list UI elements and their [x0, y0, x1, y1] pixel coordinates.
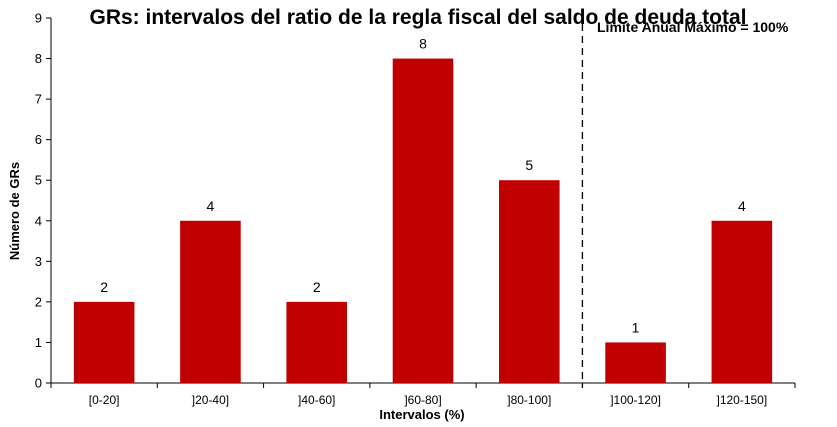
y-tick-label: 5 [35, 173, 42, 188]
y-tick-label: 2 [35, 294, 42, 309]
bar-value-label: 2 [313, 279, 321, 295]
bar-value-label: 5 [525, 157, 533, 173]
y-axis-title: Número de GRs [7, 162, 22, 260]
y-tick-label: 3 [35, 254, 42, 269]
y-tick-label: 4 [35, 213, 42, 228]
bar-value-label: 4 [738, 198, 746, 214]
bar-value-label: 2 [100, 279, 108, 295]
x-tick-label: ]60-80] [404, 393, 441, 407]
x-tick-label: ]120-150] [716, 393, 767, 407]
y-tick-label: 1 [35, 335, 42, 350]
x-axis-title: Intervalos (%) [379, 407, 464, 422]
bar-value-label: 1 [632, 319, 640, 335]
bar [180, 220, 241, 383]
bar [73, 301, 135, 383]
x-tick-label: ]100-120] [610, 393, 661, 407]
x-tick-label: ]80-100] [507, 393, 551, 407]
bar [605, 342, 666, 383]
bar [392, 58, 454, 384]
y-tick-label: 0 [35, 376, 42, 391]
data-labels: 2 4 2 8 5 1 4 [100, 36, 746, 336]
bar [711, 220, 773, 383]
bar [286, 301, 348, 383]
y-axis: 0 1 2 3 4 5 6 7 8 9 [35, 11, 52, 391]
y-tick-label: 9 [35, 11, 42, 26]
y-tick-label: 6 [35, 132, 42, 147]
x-tick-label: [0-20] [89, 393, 120, 407]
bar-series [73, 58, 773, 384]
bar-value-label: 8 [419, 36, 427, 52]
bar [498, 180, 560, 383]
x-tick-label: ]20-40] [192, 393, 229, 407]
limit-annotation: Límite Anual Máximo = 100% [597, 19, 789, 35]
x-axis: [0-20] ]20-40] ]40-60] ]60-80] ]80-100] ]100-… [50, 382, 796, 407]
y-tick-label: 8 [35, 51, 42, 66]
bar-value-label: 4 [207, 198, 215, 214]
x-tick-label: ]40-60] [298, 393, 335, 407]
chart-title: GRs: intervalos del ratio de la regla fi… [89, 6, 746, 29]
y-tick-label: 7 [35, 92, 42, 107]
